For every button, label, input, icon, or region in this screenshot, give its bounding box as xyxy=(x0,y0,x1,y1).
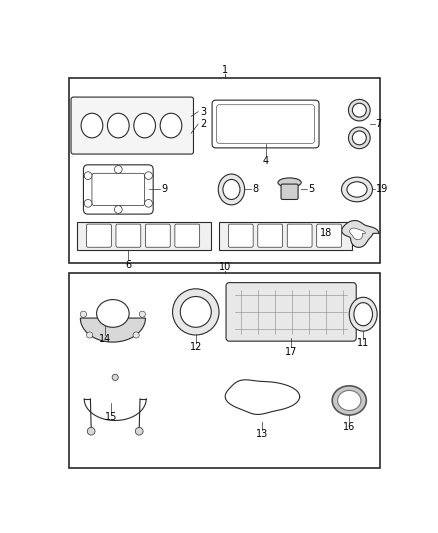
FancyBboxPatch shape xyxy=(317,224,342,247)
Circle shape xyxy=(84,172,92,180)
FancyBboxPatch shape xyxy=(145,224,170,247)
Circle shape xyxy=(352,103,366,117)
FancyBboxPatch shape xyxy=(116,224,141,247)
Text: 13: 13 xyxy=(256,429,268,439)
Circle shape xyxy=(133,332,139,338)
Text: 1: 1 xyxy=(222,65,228,75)
Circle shape xyxy=(349,99,370,121)
Circle shape xyxy=(114,206,122,213)
Ellipse shape xyxy=(278,178,301,187)
FancyBboxPatch shape xyxy=(228,224,253,247)
Circle shape xyxy=(139,311,145,317)
FancyBboxPatch shape xyxy=(281,184,298,199)
Ellipse shape xyxy=(218,174,245,205)
Circle shape xyxy=(87,427,95,435)
Ellipse shape xyxy=(338,391,361,410)
Text: 10: 10 xyxy=(219,262,231,272)
Text: 15: 15 xyxy=(105,413,117,422)
Ellipse shape xyxy=(342,177,372,202)
Polygon shape xyxy=(342,221,379,247)
Text: 6: 6 xyxy=(125,260,131,270)
Ellipse shape xyxy=(332,386,366,415)
Ellipse shape xyxy=(160,113,182,138)
Circle shape xyxy=(80,311,87,317)
Text: 16: 16 xyxy=(343,422,355,432)
Text: 8: 8 xyxy=(252,184,258,195)
Bar xyxy=(69,78,380,263)
Text: 2: 2 xyxy=(201,119,207,129)
Text: 19: 19 xyxy=(376,184,389,195)
Circle shape xyxy=(180,296,211,327)
Circle shape xyxy=(112,374,118,381)
FancyBboxPatch shape xyxy=(83,165,153,214)
Ellipse shape xyxy=(347,182,367,197)
FancyBboxPatch shape xyxy=(92,173,145,206)
Circle shape xyxy=(135,427,143,435)
FancyBboxPatch shape xyxy=(71,97,194,154)
Text: 12: 12 xyxy=(190,342,202,352)
FancyBboxPatch shape xyxy=(217,105,314,143)
FancyBboxPatch shape xyxy=(87,224,111,247)
Ellipse shape xyxy=(223,180,240,199)
Polygon shape xyxy=(350,228,365,240)
Text: 7: 7 xyxy=(376,119,382,129)
FancyBboxPatch shape xyxy=(287,224,312,247)
Circle shape xyxy=(87,332,93,338)
Ellipse shape xyxy=(349,297,377,331)
Text: 14: 14 xyxy=(99,334,111,344)
Text: 18: 18 xyxy=(320,228,332,238)
FancyBboxPatch shape xyxy=(175,224,200,247)
Ellipse shape xyxy=(97,300,129,327)
Circle shape xyxy=(145,172,152,180)
Ellipse shape xyxy=(134,113,155,138)
Ellipse shape xyxy=(107,113,129,138)
Circle shape xyxy=(349,127,370,149)
FancyBboxPatch shape xyxy=(226,282,356,341)
Text: 5: 5 xyxy=(308,184,314,193)
Circle shape xyxy=(145,199,152,207)
Text: 9: 9 xyxy=(162,184,168,195)
FancyBboxPatch shape xyxy=(212,100,319,148)
Text: 17: 17 xyxy=(285,347,297,357)
Polygon shape xyxy=(80,318,145,342)
Bar xyxy=(77,222,211,249)
Text: 11: 11 xyxy=(357,338,369,349)
Circle shape xyxy=(352,131,366,145)
Bar xyxy=(69,273,380,468)
Ellipse shape xyxy=(81,113,103,138)
Circle shape xyxy=(173,289,219,335)
Bar xyxy=(219,222,352,249)
Text: 4: 4 xyxy=(262,156,268,166)
Text: 3: 3 xyxy=(201,107,207,117)
Circle shape xyxy=(84,199,92,207)
Ellipse shape xyxy=(354,303,372,326)
Circle shape xyxy=(114,166,122,173)
FancyBboxPatch shape xyxy=(258,224,283,247)
